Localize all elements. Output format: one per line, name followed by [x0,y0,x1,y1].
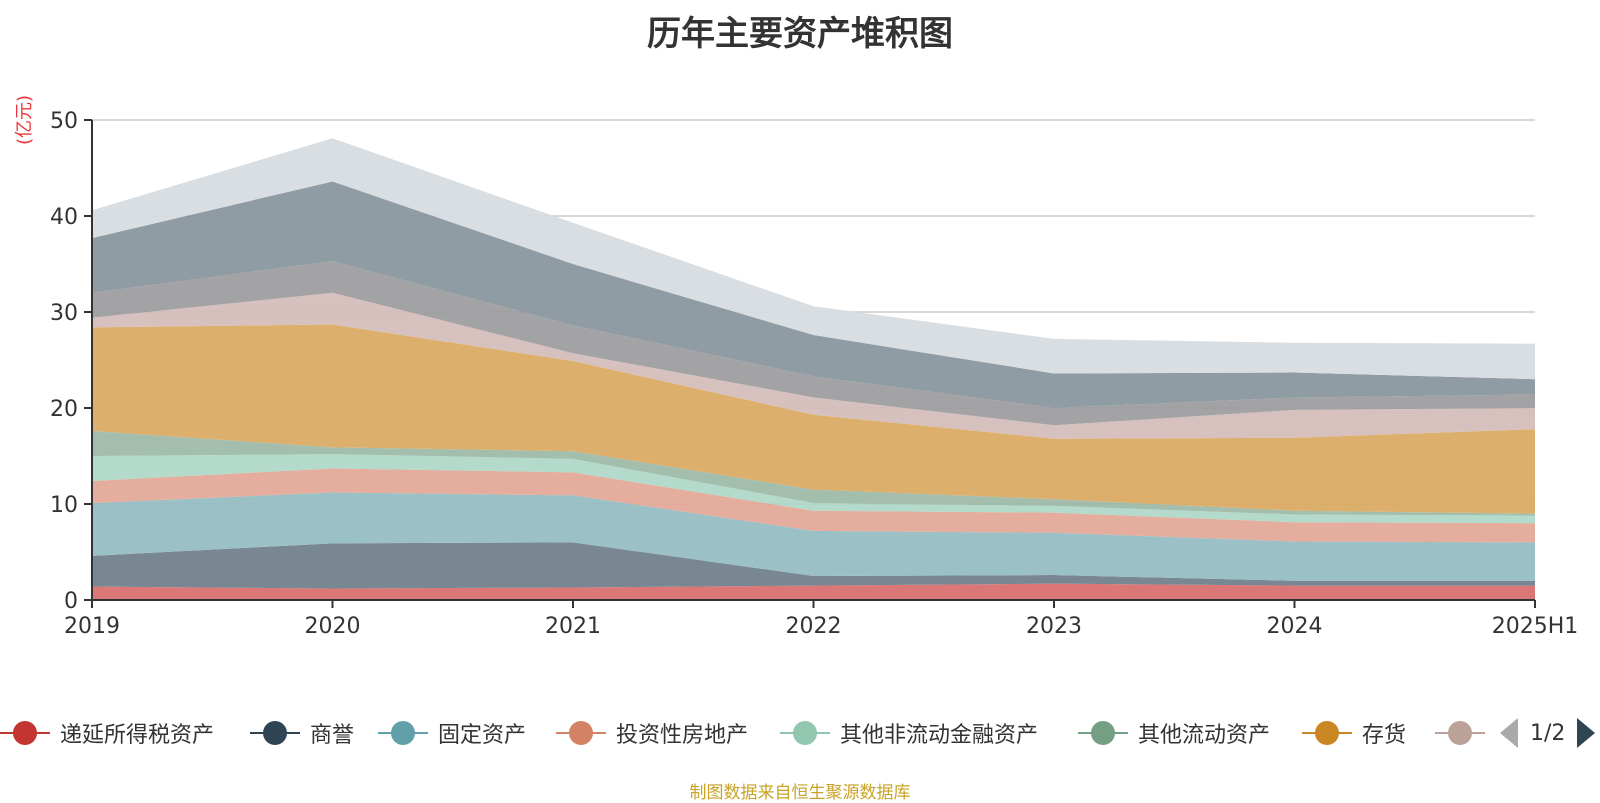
y-tick-label: 40 [50,205,78,230]
legend-page-indicator: 1/2 [1530,720,1566,746]
legend-marker-icon [1302,718,1352,748]
legend-marker-icon [780,718,830,748]
area-series-3 [92,468,1535,543]
tick-labels: 0 10 20 30 40 50 2019 2020 2021 2022 2023 2024 2025H… [50,109,1578,639]
legend: 递延所得税资产 商誉 固定资产 投资性房地产 其他非流动金融资产 其他流动资产 存货 [0,713,1600,753]
area-series-2 [92,492,1535,581]
area-series-1 [92,542,1535,589]
y-tick-label: 10 [50,493,78,518]
legend-item[interactable]: 商誉 [250,713,354,753]
x-tick-label: 2021 [545,614,601,639]
legend-label: 固定资产 [438,723,527,748]
area-series-5 [92,431,1535,516]
area-series-6 [92,324,1535,514]
x-tick-label: 2023 [1026,614,1082,639]
y-tick-label: 50 [50,109,78,134]
legend-item[interactable] [1435,713,1495,753]
legend-marker-icon [1078,718,1128,748]
legend-marker-icon [378,718,428,748]
area-series-0 [92,583,1535,600]
x-tick-label: 2022 [786,614,842,639]
legend-item[interactable]: 递延所得税资产 [0,713,214,753]
legend-marker-icon [556,718,606,748]
area-series-9 [92,181,1535,408]
legend-next-icon[interactable] [1577,718,1596,748]
legend-marker-icon [1435,718,1485,748]
legend-item[interactable]: 投资性房地产 [556,713,748,753]
chart-title: 历年主要资产堆积图 [647,14,953,54]
area-series-7 [92,292,1535,439]
y-tick-label: 0 [64,589,78,614]
x-tick-label: 2020 [305,614,361,639]
legend-prev-icon[interactable] [1500,718,1518,748]
stacked-area-chart: 0 10 20 30 40 50 2019 2020 2021 2022 2023 2024 2025H… [50,109,1578,639]
legend-label: 商誉 [310,723,355,748]
x-tick-label: 2019 [64,614,120,639]
legend-marker-icon [250,718,300,748]
legend-label: 投资性房地产 [616,723,749,748]
legend-item[interactable]: 固定资产 [378,713,526,753]
legend-item[interactable]: 其他流动资产 [1078,713,1270,753]
legend-label: 递延所得税资产 [60,723,215,748]
legend-item[interactable]: 其他非流动金融资产 [780,713,1038,753]
y-tick-label: 20 [50,397,78,422]
area-series-4 [92,454,1535,524]
source-note: 制图数据来自恒生聚源数据库 [689,783,911,803]
legend-label: 其他非流动金融资产 [840,723,1039,748]
legend-pager: 1/2 [1500,713,1596,753]
y-tick-label: 30 [50,301,78,326]
legend-label: 其他流动资产 [1138,723,1271,748]
legend-marker-icon [0,718,50,748]
area-series-8 [92,261,1535,426]
axes [84,119,1536,608]
area-series-10 [92,138,1535,380]
x-tick-label: 2024 [1267,614,1323,639]
x-tick-label: 2025H1 [1492,614,1579,639]
area-series [92,138,1535,600]
legend-label: 存货 [1362,723,1407,748]
legend-item[interactable]: 存货 [1302,713,1406,753]
